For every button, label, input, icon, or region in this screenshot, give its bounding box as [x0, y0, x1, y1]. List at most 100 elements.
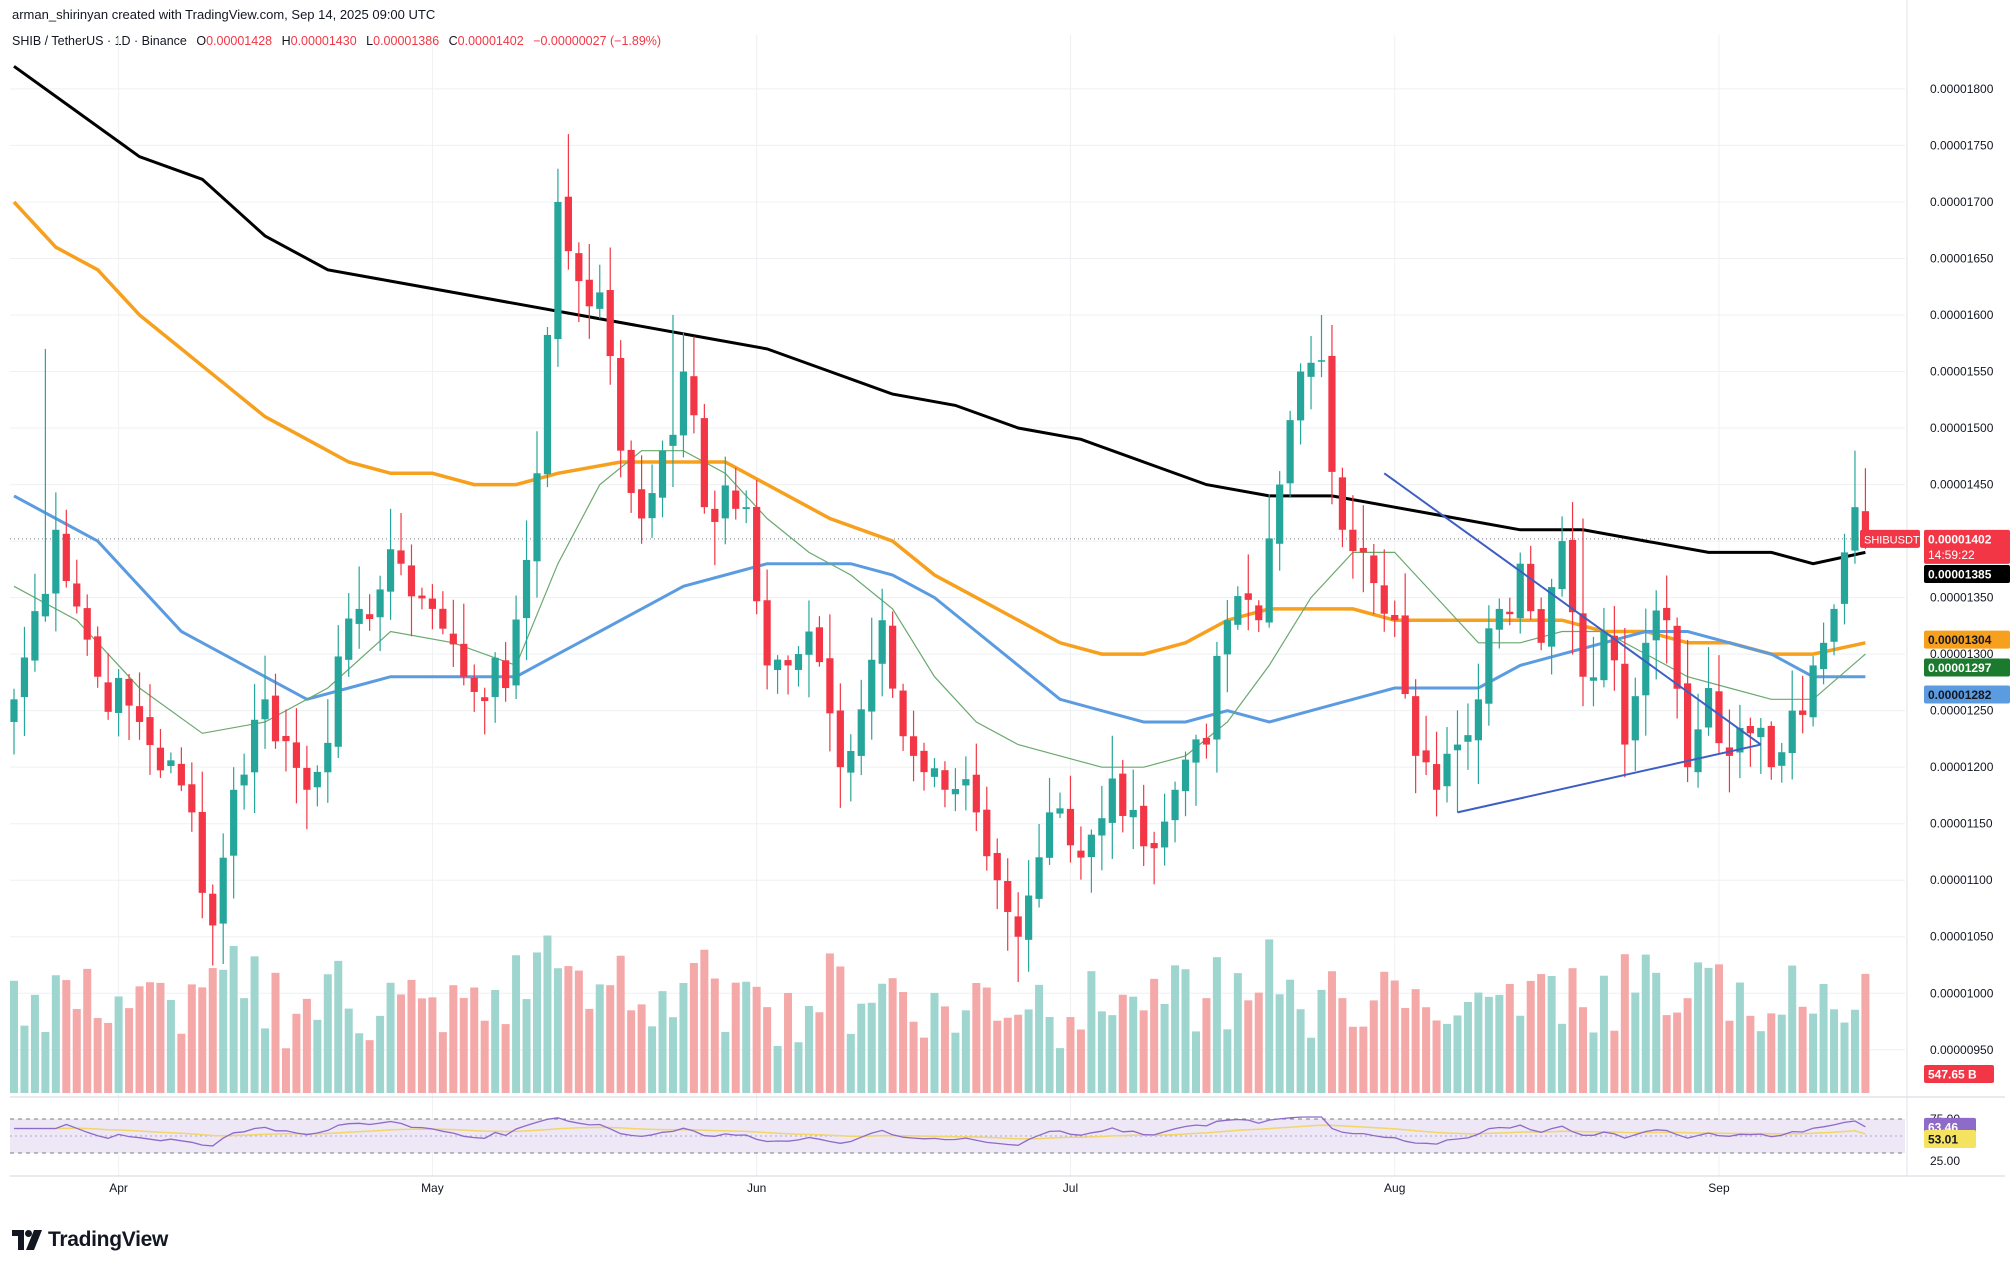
candle-body[interactable] — [1412, 696, 1420, 756]
candle-body[interactable] — [658, 450, 667, 498]
candle-body[interactable] — [1317, 360, 1326, 362]
candle-body[interactable] — [1234, 596, 1242, 625]
candle-body[interactable] — [585, 279, 593, 307]
candle-body[interactable] — [1684, 683, 1692, 768]
candle-body[interactable] — [460, 643, 468, 677]
candle-body[interactable] — [512, 619, 520, 686]
candle-body[interactable] — [920, 750, 928, 773]
candle-body[interactable] — [554, 201, 562, 340]
candle-body[interactable] — [439, 608, 447, 629]
candle-body[interactable] — [784, 660, 792, 666]
candle-body[interactable] — [1181, 759, 1190, 792]
candle-body[interactable] — [1391, 614, 1399, 621]
candle-body[interactable] — [83, 608, 91, 640]
candle-body[interactable] — [1537, 609, 1545, 643]
candle-body[interactable] — [962, 779, 970, 786]
candle-body[interactable] — [575, 253, 583, 282]
candle-body[interactable] — [1401, 615, 1409, 695]
candle-body[interactable] — [1527, 563, 1535, 612]
candle-body[interactable] — [753, 506, 761, 602]
candle-body[interactable] — [1432, 764, 1441, 790]
candle-body[interactable] — [1422, 750, 1430, 763]
candle-body[interactable] — [1296, 371, 1305, 421]
candle-body[interactable] — [261, 699, 269, 720]
candle-body[interactable] — [1757, 727, 1765, 738]
candle-body[interactable] — [909, 736, 918, 756]
candle-body[interactable] — [167, 760, 175, 767]
candle-body[interactable] — [1255, 605, 1263, 621]
candle-body[interactable] — [1202, 737, 1211, 745]
candle-body[interactable] — [1516, 563, 1524, 619]
candle-body[interactable] — [1840, 552, 1849, 604]
candle-body[interactable] — [690, 376, 698, 416]
candle-body[interactable] — [1265, 538, 1273, 623]
candle-body[interactable] — [250, 719, 259, 773]
candle-body[interactable] — [31, 611, 39, 661]
candle-body[interactable] — [209, 893, 217, 926]
candle-body[interactable] — [857, 709, 865, 756]
candle-body[interactable] — [732, 490, 740, 509]
candle-body[interactable] — [52, 529, 60, 594]
candle-body[interactable] — [773, 659, 782, 671]
candle-body[interactable] — [1066, 808, 1075, 846]
candle-body[interactable] — [1119, 773, 1127, 816]
candle-body[interactable] — [1694, 729, 1702, 773]
candle-body[interactable] — [62, 533, 70, 581]
candle-body[interactable] — [10, 699, 18, 722]
candle-body[interactable] — [1150, 843, 1158, 849]
candle-body[interactable] — [449, 633, 457, 645]
candle-body[interactable] — [1087, 834, 1095, 858]
candle-body[interactable] — [1736, 727, 1744, 753]
candle-body[interactable] — [1370, 555, 1378, 584]
candle-body[interactable] — [638, 489, 646, 519]
candle-body[interactable] — [522, 559, 531, 619]
candle-body[interactable] — [1464, 735, 1472, 742]
price-axis[interactable]: 0.00000950 0.00001000 0.00001050 0.00001100… — [1930, 82, 1994, 1168]
candle-body[interactable] — [1129, 809, 1137, 818]
candle-body[interactable] — [1568, 539, 1577, 613]
candle-body[interactable] — [1223, 620, 1231, 655]
candle-body[interactable] — [1631, 696, 1639, 741]
candle-body[interactable] — [983, 809, 991, 857]
candle-body[interactable] — [1108, 778, 1116, 823]
candle-body[interactable] — [135, 706, 144, 722]
candle-body[interactable] — [606, 290, 614, 357]
candle-body[interactable] — [418, 595, 426, 599]
candle-body[interactable] — [941, 770, 949, 790]
candle-body[interactable] — [345, 618, 353, 660]
candle-body[interactable] — [815, 627, 824, 663]
candle-body[interactable] — [313, 771, 321, 788]
candle-body[interactable] — [1600, 631, 1608, 681]
candle-body[interactable] — [742, 507, 750, 510]
time-axis[interactable]: AprMayJunJulAugSepOct — [109, 1181, 2014, 1195]
candle-body[interactable] — [376, 589, 384, 618]
candle-body[interactable] — [1621, 663, 1629, 745]
candle-body[interactable] — [1004, 880, 1012, 912]
candle-body[interactable] — [481, 697, 489, 702]
candle-body[interactable] — [41, 593, 49, 617]
candle-body[interactable] — [1788, 710, 1796, 754]
candle-body[interactable] — [1161, 821, 1169, 848]
candle-body[interactable] — [73, 583, 81, 607]
candle-body[interactable] — [711, 508, 719, 522]
candle-body[interactable] — [366, 614, 374, 620]
candle-body[interactable] — [355, 608, 363, 624]
candle-body[interactable] — [1819, 642, 1828, 670]
candle-body[interactable] — [721, 485, 729, 519]
candle-body[interactable] — [1558, 541, 1566, 590]
candle-body[interactable] — [303, 767, 311, 790]
candle-body[interactable] — [1192, 739, 1200, 763]
candle-body[interactable] — [700, 418, 708, 508]
candle-body[interactable] — [271, 695, 280, 742]
candle-body[interactable] — [20, 657, 29, 698]
candle-body[interactable] — [617, 357, 625, 451]
candle-body[interactable] — [1485, 628, 1493, 704]
candle-body[interactable] — [1171, 789, 1179, 821]
candle-body[interactable] — [836, 710, 844, 768]
candle-body[interactable] — [543, 334, 552, 475]
candle-body[interactable] — [397, 550, 405, 564]
candle-body[interactable] — [972, 774, 980, 813]
candle-body[interactable] — [1673, 625, 1681, 689]
candle-body[interactable] — [407, 565, 416, 597]
